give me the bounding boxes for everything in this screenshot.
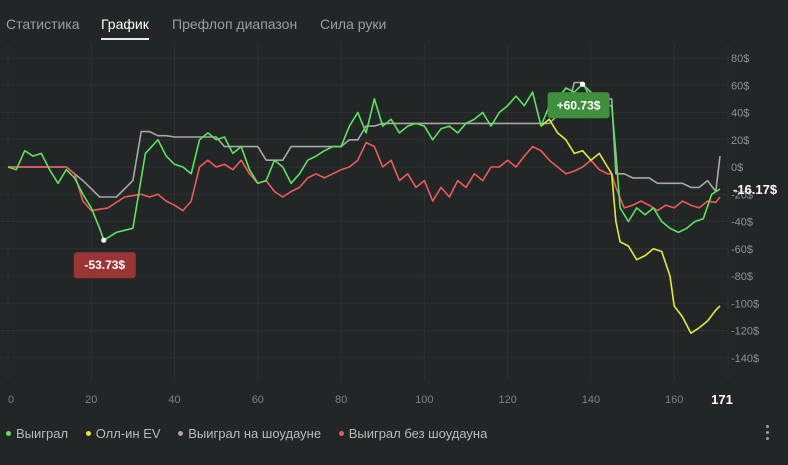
tab-hand-strength[interactable]: Сила руки [320, 16, 387, 32]
y-tick-label: -60$ [731, 244, 753, 256]
legend-item-showdown[interactable]: Выиграл на шоудауне [178, 426, 321, 441]
legend-label: Выиграл без шоудауна [348, 426, 488, 441]
value-badge [547, 92, 610, 119]
series-line-0 [7, 83, 721, 241]
x-tick-label: 40 [168, 394, 180, 406]
y-tick-label: -40$ [731, 217, 753, 229]
profit-chart[interactable]: 80$ 60$ 40$ 20$ 0$ -20$ -40$ -60$ -80$ -100$ -120$… [0, 44, 788, 414]
y-tick-label: 20$ [731, 135, 749, 147]
x-tick-label: 60 [252, 394, 264, 406]
y-tick-label: -80$ [731, 271, 753, 283]
x-tick-label: 20 [85, 394, 97, 406]
x-axis-labels: 0 20 40 60 80 100 120 140 160 171 [8, 392, 733, 407]
value-badge [73, 252, 136, 279]
legend-label: Олл-ин EV [95, 426, 161, 441]
more-vertical-icon[interactable] [760, 422, 774, 442]
legend-item-won[interactable]: Выиграл [6, 426, 68, 441]
y-tick-label: -140$ [731, 353, 759, 365]
y-tick-label: 40$ [731, 108, 749, 120]
legend-dot-icon [338, 431, 344, 437]
legend-label: Выиграл на шоудауне [188, 426, 322, 441]
y-tick-label: -100$ [731, 298, 759, 310]
y-tick-label: 80$ [731, 53, 749, 65]
x-tick-label: 0 [8, 394, 14, 406]
y-axis-labels: 80$ 60$ 40$ 20$ 0$ -20$ -40$ -60$ -80$ -100$ -120$… [731, 53, 759, 365]
x-last-label: 171 [711, 392, 733, 407]
value-marker [101, 237, 107, 243]
x-tick-label: 160 [665, 394, 683, 406]
series-line-3 [8, 141, 721, 212]
x-tick-label: 120 [498, 394, 516, 406]
y-tick-label: 60$ [731, 80, 749, 92]
tab-preflop-range[interactable]: Префлоп диапазон [172, 16, 298, 32]
legend-dot-icon [6, 431, 11, 437]
current-value-label: -16.17$ [733, 182, 778, 197]
legend-item-non-showdown[interactable]: Выиграл без шоудауна [338, 426, 488, 441]
y-tick-label: -20$ [731, 189, 753, 201]
legend-item-allin-ev[interactable]: Олл-ин EV [85, 426, 161, 441]
value-marker [579, 81, 586, 87]
value-badge-text: +60.73$ [557, 98, 601, 112]
chart-grid [0, 44, 729, 380]
legend-dot-icon [85, 431, 91, 437]
value-labels: +60.73$ -53.73$ -16.17$ [73, 81, 778, 279]
y-tick-label: -120$ [731, 326, 759, 338]
y-tick-label: 0$ [731, 162, 743, 174]
tab-bar: Статистика График Префлоп диапазон Сила … [0, 0, 788, 44]
tab-statistics[interactable]: Статистика [6, 16, 80, 32]
series-line-1 [540, 118, 721, 334]
legend-dot-icon [178, 431, 184, 437]
x-tick-label: 140 [582, 394, 600, 406]
tab-graph[interactable]: График [101, 16, 149, 40]
chart-legend: Выиграл Олл-ин EV Выиграл на шоудауне Вы… [6, 426, 501, 441]
value-badge-text: -53.73$ [84, 258, 125, 272]
x-tick-label: 80 [335, 394, 347, 406]
x-tick-label: 100 [415, 394, 433, 406]
series-lines [7, 81, 721, 334]
legend-label: Выиграл [16, 426, 69, 441]
